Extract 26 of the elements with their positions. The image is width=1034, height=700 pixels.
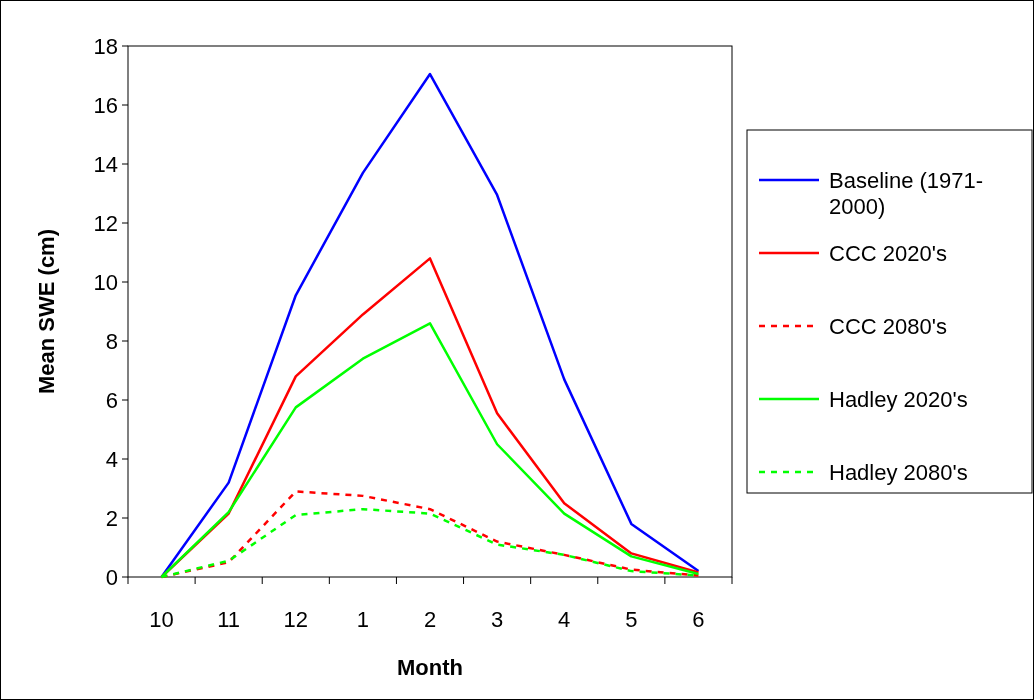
x-tick-label: 4: [558, 607, 571, 632]
legend-label: CCC 2020's: [829, 240, 947, 266]
y-tick-label: 14: [93, 151, 118, 177]
y-tick-label: 6: [105, 387, 118, 413]
y-tick-label: 10: [93, 269, 118, 295]
legend-label: Baseline (1971-2000): [829, 167, 984, 220]
x-tick-label: 1: [356, 607, 370, 632]
x-tick-label: 2: [423, 607, 437, 632]
x-axis-title: Month: [397, 655, 463, 680]
x-tick-label: 11: [217, 607, 241, 632]
legend-label: CCC 2080's: [829, 313, 947, 339]
y-tick-label: 4: [105, 446, 118, 472]
x-tick-label: 3: [490, 607, 504, 632]
y-tick-label: 18: [93, 33, 118, 59]
y-tick-label: 8: [105, 328, 118, 354]
y-tick-label: 0: [105, 564, 118, 590]
y-axis-title: Mean SWE (cm): [34, 228, 59, 395]
y-tick-label: 12: [93, 210, 118, 236]
y-tick-label: 16: [93, 92, 118, 118]
legend-label: Hadley 2080's: [829, 459, 968, 485]
x-tick-label: 10: [149, 607, 174, 632]
x-tick-label: 12: [283, 607, 309, 632]
y-tick-label: 2: [105, 505, 118, 531]
x-tick-label: 5: [625, 607, 638, 632]
legend-label: Hadley 2020's: [829, 386, 968, 412]
x-tick-label: 6: [692, 607, 705, 632]
